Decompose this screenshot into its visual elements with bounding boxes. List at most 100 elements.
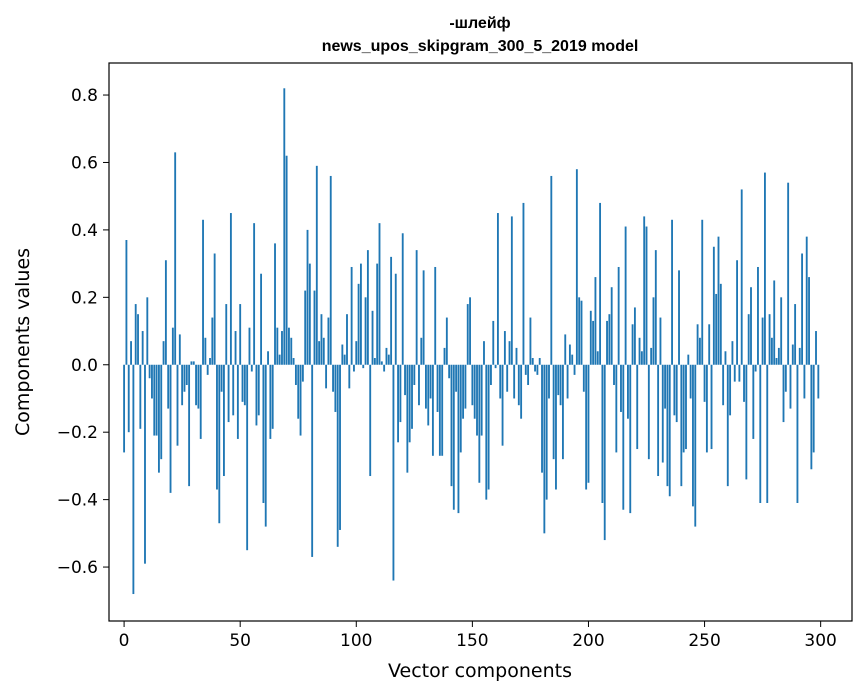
bar xyxy=(204,337,207,365)
bar xyxy=(752,364,755,439)
bar xyxy=(694,364,697,527)
bar xyxy=(346,314,348,365)
bar xyxy=(473,364,476,419)
bar xyxy=(380,361,383,365)
bar xyxy=(167,364,170,409)
y-tick-label: 0.4 xyxy=(71,221,98,241)
bar xyxy=(438,364,441,456)
bar xyxy=(141,331,144,365)
bar xyxy=(736,260,738,365)
bar xyxy=(278,354,281,365)
plot-frame xyxy=(108,62,853,622)
bar xyxy=(216,364,218,490)
bar xyxy=(443,347,446,365)
bar xyxy=(761,317,764,365)
bar xyxy=(462,364,465,419)
bar xyxy=(580,300,583,365)
bar xyxy=(376,263,379,365)
bar xyxy=(606,320,608,365)
chart-title-line-1: -шлейф xyxy=(449,15,510,32)
bar xyxy=(229,213,232,365)
bar xyxy=(585,364,588,490)
bar xyxy=(134,304,137,365)
bar xyxy=(729,364,732,416)
bar xyxy=(510,216,513,365)
bar xyxy=(657,364,660,477)
bar xyxy=(341,344,344,365)
bar xyxy=(397,364,400,443)
bar xyxy=(355,341,358,365)
bar xyxy=(559,364,562,406)
x-tick-label: 0 xyxy=(119,631,130,651)
bar xyxy=(682,364,685,453)
bar xyxy=(791,344,794,365)
y-axis-ticks: −0.6 −0.4 −0.2 0.0 0.2 0.4 0.6 0.8 xyxy=(57,86,109,578)
y-tick-label: −0.4 xyxy=(57,491,98,511)
bar xyxy=(236,364,239,439)
y-tick-label: 0.0 xyxy=(71,356,98,376)
y-axis-label: Components values xyxy=(12,248,34,436)
bar xyxy=(269,364,272,439)
bar xyxy=(297,364,300,419)
bar xyxy=(153,364,156,436)
bar xyxy=(573,364,576,375)
bar xyxy=(471,364,474,406)
bar xyxy=(290,337,293,365)
bar xyxy=(610,287,613,365)
y-tick-label: 0.6 xyxy=(71,153,98,173)
bar xyxy=(520,364,523,419)
x-tick-label: 100 xyxy=(340,631,372,651)
bar xyxy=(770,337,773,365)
bar xyxy=(362,364,365,369)
bar xyxy=(555,364,557,490)
bar xyxy=(288,327,290,365)
bar xyxy=(188,364,191,487)
bar xyxy=(239,304,242,365)
bar xyxy=(248,327,251,365)
x-tick-label: 200 xyxy=(572,631,604,651)
bar xyxy=(327,317,330,365)
bar xyxy=(339,364,341,530)
bar xyxy=(613,364,615,385)
bar xyxy=(550,175,553,365)
bar xyxy=(810,364,813,470)
bar xyxy=(775,358,778,365)
bar xyxy=(594,277,597,365)
bar xyxy=(582,364,585,392)
bar xyxy=(692,364,694,507)
bar xyxy=(404,364,406,396)
bar xyxy=(643,216,646,365)
bar xyxy=(366,250,369,365)
bar xyxy=(750,287,752,365)
bar xyxy=(650,347,653,365)
bar xyxy=(253,223,256,365)
bar xyxy=(513,364,516,399)
bar xyxy=(552,364,555,460)
bar xyxy=(638,337,641,365)
y-tick-label: 0.2 xyxy=(71,288,98,308)
bar xyxy=(508,341,511,365)
bar xyxy=(176,364,179,446)
bar xyxy=(719,283,722,365)
bar xyxy=(801,253,804,365)
bar xyxy=(169,364,172,493)
bar xyxy=(469,297,471,365)
bar xyxy=(455,364,458,392)
bar xyxy=(390,256,393,365)
bar xyxy=(411,364,413,429)
bar xyxy=(157,364,160,473)
bar xyxy=(599,202,602,365)
bar xyxy=(661,364,664,463)
bar xyxy=(192,361,195,365)
bar xyxy=(199,364,202,439)
bar xyxy=(671,219,673,365)
bar xyxy=(385,347,388,365)
bar xyxy=(817,364,820,399)
bar xyxy=(664,364,667,409)
bar xyxy=(622,364,625,510)
bar xyxy=(406,364,409,473)
bar xyxy=(503,331,506,365)
bar xyxy=(425,364,427,409)
bar xyxy=(171,327,174,365)
bar xyxy=(292,358,295,365)
